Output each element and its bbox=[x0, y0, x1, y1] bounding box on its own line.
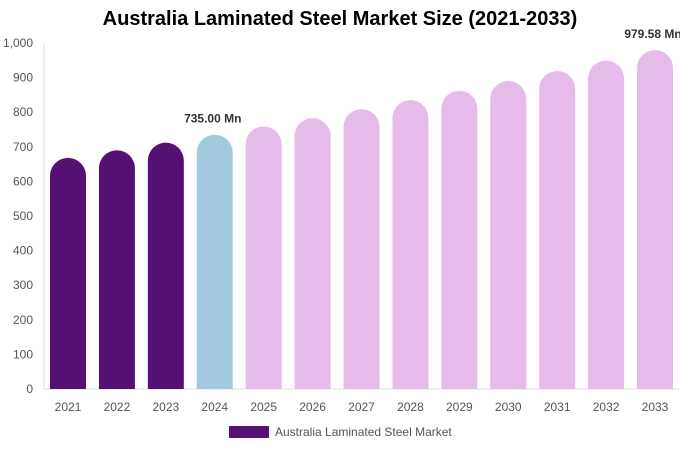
y-tick-label: 600 bbox=[13, 174, 33, 188]
x-tick-label: 2032 bbox=[593, 400, 620, 414]
y-tick-label: 800 bbox=[13, 105, 33, 119]
y-tick-label: 400 bbox=[13, 244, 33, 258]
bar-2026 bbox=[294, 118, 331, 389]
bar-2027 bbox=[343, 109, 380, 389]
bar-2025 bbox=[245, 126, 282, 390]
bar-2024 bbox=[196, 134, 233, 389]
bar-2028 bbox=[392, 100, 429, 389]
x-tick-label: 2027 bbox=[348, 400, 375, 414]
bar-2021 bbox=[50, 157, 86, 389]
bar-2030 bbox=[490, 81, 527, 389]
x-tick-label: 2026 bbox=[299, 400, 326, 414]
x-tick-label: 2023 bbox=[152, 400, 179, 414]
x-tick-label: 2022 bbox=[104, 400, 131, 414]
bar-2031 bbox=[539, 71, 576, 389]
x-tick-label: 2024 bbox=[201, 400, 228, 414]
x-tick-label: 2031 bbox=[544, 400, 571, 414]
bar-2022 bbox=[98, 150, 135, 389]
y-tick-label: 300 bbox=[13, 278, 33, 292]
x-tick-label: 2021 bbox=[55, 400, 82, 414]
data-label-2024: 735.00 Mn bbox=[184, 112, 241, 126]
chart-title: Australia Laminated Steel Market Size (2… bbox=[102, 8, 578, 30]
bar-2023 bbox=[147, 142, 184, 389]
x-tick-label: 2028 bbox=[397, 400, 424, 414]
bar-2029 bbox=[441, 90, 478, 389]
legend: Australia Laminated Steel Market bbox=[229, 425, 452, 439]
bar-2032 bbox=[588, 60, 625, 390]
data-label-2033: 979.58 Mn bbox=[624, 27, 680, 41]
x-tick-label: 2029 bbox=[446, 400, 473, 414]
x-tick-label: 2030 bbox=[495, 400, 522, 414]
y-tick-label: 0 bbox=[26, 382, 33, 396]
legend-label: Australia Laminated Steel Market bbox=[275, 425, 452, 439]
legend-swatch bbox=[229, 426, 269, 438]
y-tick-label: 100 bbox=[13, 347, 33, 361]
y-tick-label: 200 bbox=[13, 313, 33, 327]
y-tick-label: 1,000 bbox=[3, 36, 33, 50]
x-tick-label: 2025 bbox=[250, 400, 277, 414]
x-tick-label: 2033 bbox=[642, 400, 669, 414]
y-tick-label: 900 bbox=[13, 71, 33, 85]
y-tick-label: 500 bbox=[13, 209, 33, 223]
y-tick-label: 700 bbox=[13, 140, 33, 154]
bar-2033 bbox=[637, 50, 673, 390]
